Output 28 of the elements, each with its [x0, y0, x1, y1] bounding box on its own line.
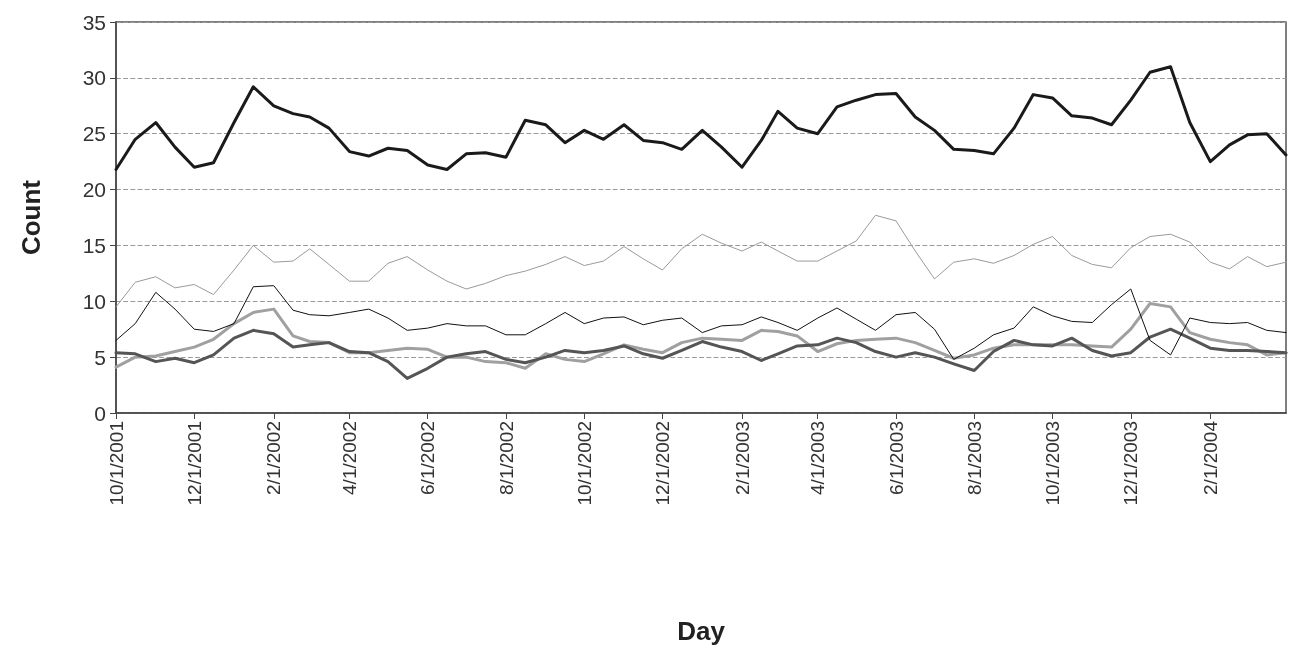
y-tick-label: 0 [94, 401, 106, 425]
x-tick-label: 4/1/2003 [807, 421, 829, 495]
line-series [114, 65, 1288, 171]
x-tick-label: 12/1/2001 [183, 421, 205, 506]
x-tick-label: 2/1/2004 [1199, 420, 1221, 495]
line-series [115, 285, 1287, 360]
x-tick-label: 12/1/2002 [652, 421, 674, 506]
x-tick-label: 8/1/2003 [963, 421, 985, 495]
x-tick-label: 10/1/2003 [1042, 421, 1064, 506]
y-tick-label: 20 [82, 178, 106, 202]
x-axis-title: Day [677, 616, 726, 646]
y-tick-label: 25 [82, 122, 106, 146]
x-tick-label: 2/1/2002 [263, 421, 285, 495]
y-axis-title: Count [16, 179, 46, 256]
y-tick-label: 35 [82, 10, 106, 34]
x-tick-label: 12/1/2003 [1120, 421, 1142, 506]
line-series [115, 214, 1287, 308]
y-tick-label: 10 [82, 289, 106, 313]
y-tick-label: 15 [82, 233, 106, 257]
x-tick-label: 6/1/2003 [885, 421, 907, 495]
x-tick-label: 10/1/2002 [573, 421, 595, 506]
x-tick-label: 10/1/2001 [105, 421, 127, 506]
x-tick-label: 4/1/2002 [338, 421, 360, 495]
x-tick-label: 2/1/2003 [731, 421, 753, 495]
y-tick-label: 5 [94, 345, 106, 369]
y-tick-label: 30 [82, 66, 106, 90]
x-tick-label: 6/1/2002 [417, 421, 439, 495]
x-tick-label: 8/1/2002 [495, 421, 517, 495]
